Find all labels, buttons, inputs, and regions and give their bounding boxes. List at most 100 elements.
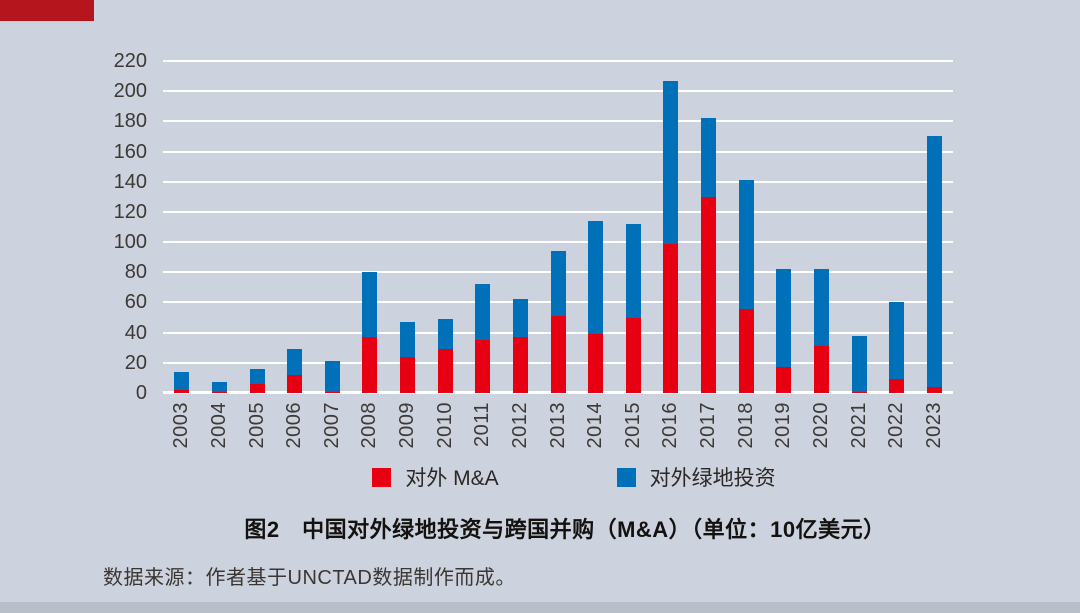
y-axis-tick-label: 60 <box>124 291 147 314</box>
bar-slot <box>727 61 765 393</box>
page-corner-banner <box>0 0 94 21</box>
x-axis-label-slot: 2020 <box>803 402 841 464</box>
x-axis-label-slot: 2003 <box>163 402 201 464</box>
x-axis-label-slot: 2021 <box>840 402 878 464</box>
bar-segment-ma <box>512 337 528 393</box>
x-axis-label-slot: 2018 <box>727 402 765 464</box>
x-axis-label-slot: 2011 <box>464 402 502 464</box>
bar-slot <box>276 61 314 393</box>
y-axis-tick-label: 140 <box>113 170 147 193</box>
legend-swatch-ma <box>372 467 392 487</box>
stacked-bar-2004 <box>211 382 227 393</box>
x-axis-tick-label: 2021 <box>847 402 870 449</box>
bar-segment-greenfield <box>625 223 641 318</box>
bar-segment-greenfield <box>475 284 491 341</box>
bar-slot <box>840 61 878 393</box>
bar-segment-greenfield <box>588 220 604 335</box>
x-axis-label-slot: 2010 <box>426 402 464 464</box>
x-axis-label-slot: 2013 <box>539 402 577 464</box>
x-axis-label-slot: 2009 <box>389 402 427 464</box>
y-axis-tick-label: 100 <box>113 231 147 254</box>
bar-segment-greenfield <box>324 361 340 392</box>
bar-segment-ma <box>813 346 829 393</box>
bar-slot <box>502 61 540 393</box>
stacked-bar-2020 <box>813 269 829 393</box>
bar-segment-ma <box>625 317 641 393</box>
x-axis-tick-label: 2014 <box>584 402 607 449</box>
stacked-bar-2022 <box>889 302 905 393</box>
bar-slot <box>539 61 577 393</box>
stacked-bar-2023 <box>926 136 942 393</box>
bar-segment-ma <box>701 196 717 393</box>
stacked-bar-2003 <box>174 371 190 393</box>
x-axis-tick-label: 2023 <box>922 402 945 449</box>
bar-segment-greenfield <box>362 272 378 338</box>
bar-segment-ma <box>926 386 942 393</box>
stacked-bar-2018 <box>738 180 754 393</box>
x-axis-tick-label: 2007 <box>320 402 343 449</box>
plot-area: 0 20 40 60 80 100 120 140 160 180 200 220 2003 2004 2… <box>114 50 953 449</box>
bar-segment-greenfield <box>663 80 679 244</box>
bar-slot <box>577 61 615 393</box>
bar-slot <box>314 61 352 393</box>
stacked-bar-2007 <box>324 361 340 393</box>
legend-label-greenfield: 对外绿地投资 <box>649 467 776 490</box>
stacked-bar-2008 <box>362 272 378 393</box>
y-axis-tick-label: 0 <box>135 382 147 404</box>
bar-segment-greenfield <box>550 251 566 317</box>
bar-slot <box>238 61 276 393</box>
bar-segment-ma <box>776 367 792 393</box>
stacked-bar-2015 <box>625 223 641 393</box>
x-axis-labels: 2003 2004 2005 2006 2007 2008 2009 2010 2011 2012… <box>163 402 953 464</box>
x-axis-tick-label: 2016 <box>659 402 682 449</box>
stacked-bar-2005 <box>249 368 265 393</box>
bars <box>163 61 953 393</box>
gridline <box>163 90 953 93</box>
bar-segment-greenfield <box>776 269 792 368</box>
gridline <box>163 241 953 244</box>
x-axis-label-slot: 2016 <box>652 402 690 464</box>
stacked-bar-2010 <box>437 319 453 393</box>
bar-segment-greenfield <box>174 371 190 390</box>
bar-slot <box>765 61 803 393</box>
y-axis-tick-label: 180 <box>113 110 147 133</box>
stacked-bar-2006 <box>287 349 303 393</box>
bar-segment-ma <box>362 337 378 393</box>
bar-slot <box>351 61 389 393</box>
bar-segment-greenfield <box>400 322 416 357</box>
x-axis-tick-label: 2003 <box>170 402 193 449</box>
bar-slot <box>690 61 728 393</box>
bar-slot <box>163 61 201 393</box>
bar-segment-ma <box>287 374 303 393</box>
bar-segment-ma <box>550 316 566 393</box>
bar-segment-ma <box>851 391 867 393</box>
x-axis-tick-label: 2004 <box>207 402 230 449</box>
bar-segment-greenfield <box>512 299 528 338</box>
bar-segment-greenfield <box>738 180 754 309</box>
y-axis-tick-label: 80 <box>124 261 147 284</box>
bar-segment-ma <box>249 383 265 393</box>
stacked-bar-2013 <box>550 251 566 393</box>
y-axis-tick-label: 20 <box>124 351 147 374</box>
x-axis-label-slot: 2012 <box>502 402 540 464</box>
x-axis-tick-label: 2011 <box>471 402 494 448</box>
bar-slot <box>426 61 464 393</box>
gridline <box>163 60 953 62</box>
bar-segment-ma <box>324 391 340 393</box>
x-axis-label-slot: 2017 <box>690 402 728 464</box>
bar-slot <box>652 61 690 393</box>
gridline <box>163 210 953 213</box>
x-axis-tick-label: 2018 <box>734 402 757 449</box>
x-axis-label-slot: 2023 <box>916 402 954 464</box>
bar-segment-greenfield <box>889 302 905 380</box>
bar-segment-ma <box>588 334 604 393</box>
x-axis-tick-label: 2015 <box>621 402 644 449</box>
stacked-bar-2014 <box>588 220 604 393</box>
stacked-bar-2011 <box>475 284 491 393</box>
bar-segment-ma <box>400 356 416 393</box>
x-axis-label-slot: 2019 <box>765 402 803 464</box>
y-axis-tick-label: 120 <box>113 200 147 223</box>
x-axis-label-slot: 2014 <box>577 402 615 464</box>
bar-segment-ma <box>889 379 905 393</box>
bar-segment-ma <box>663 243 679 393</box>
